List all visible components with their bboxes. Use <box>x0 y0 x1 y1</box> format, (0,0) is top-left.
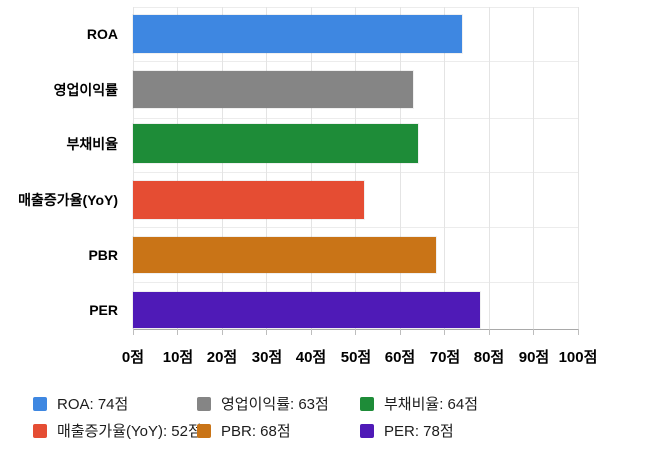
legend-item-1: 영업이익률: 63점 <box>197 393 329 414</box>
gridline-vertical-5 <box>355 7 356 329</box>
x-axis-line <box>133 329 579 330</box>
gridline-vertical-9 <box>533 7 534 329</box>
gridline-vertical-0 <box>132 7 134 329</box>
legend-label: 부채비율: 64점 <box>384 396 479 413</box>
bar-ROA <box>133 15 462 53</box>
legend-label: 영업이익률: 63점 <box>221 396 329 413</box>
category-label-PBR: PBR <box>88 247 118 263</box>
category-label-PER: PER <box>89 302 118 318</box>
x-axis-tick-8 <box>488 329 490 335</box>
x-tick-label-8: 80점 <box>473 349 505 366</box>
category-label-매출증가율(YoY): 매출증가율(YoY) <box>18 192 118 208</box>
x-tick-label-9: 90점 <box>518 349 550 366</box>
legend-swatch-icon <box>360 396 374 411</box>
gridline-vertical-2 <box>221 7 223 329</box>
x-axis-tick-2 <box>221 329 223 335</box>
legend-label: ROA: 74점 <box>57 396 129 413</box>
legend-item-3: 매출증가율(YoY): 52점 <box>33 420 202 441</box>
x-tick-label-1: 10점 <box>162 349 194 366</box>
gridline-vertical-7 <box>444 7 445 329</box>
bar-부채비율 <box>133 124 418 163</box>
legend-label: PBR: 68점 <box>221 423 291 440</box>
x-tick-label-7: 70점 <box>429 349 461 366</box>
x-tick-label-10: 100점 <box>558 349 598 366</box>
gridline-vertical-1 <box>177 7 178 329</box>
gridline-vertical-4 <box>310 7 312 329</box>
x-tick-label-0: 0점 <box>121 349 145 366</box>
x-axis-tick-0 <box>132 329 134 335</box>
x-tick-label-5: 50점 <box>340 349 372 366</box>
legend-item-2: 부채비율: 64점 <box>360 393 478 414</box>
x-axis-tick-9 <box>533 329 534 335</box>
x-axis-tick-4 <box>310 329 312 335</box>
legend-swatch-icon <box>33 423 47 438</box>
legend-label: 매출증가율(YoY): 52점 <box>57 423 202 440</box>
x-tick-label-4: 40점 <box>295 349 327 366</box>
category-label-ROA: ROA <box>86 26 118 42</box>
x-axis-tick-3 <box>266 329 267 335</box>
legend-item-0: ROA: 74점 <box>33 393 128 414</box>
gridline-vertical-10 <box>577 7 579 329</box>
legend-swatch-icon <box>360 423 374 438</box>
legend-label: PER: 78점 <box>384 423 454 440</box>
category-label-영업이익률: 영업이익률 <box>53 81 118 98</box>
x-axis-tick-10 <box>577 329 579 335</box>
x-axis-tick-6 <box>399 329 401 335</box>
x-axis-tick-1 <box>177 329 178 335</box>
bar-PBR <box>133 237 436 273</box>
x-tick-label-6: 60점 <box>384 349 416 366</box>
x-tick-label-3: 30점 <box>251 349 283 366</box>
bar-영업이익률 <box>133 71 413 108</box>
x-axis-tick-5 <box>355 329 356 335</box>
legend-swatch-icon <box>197 396 211 411</box>
legend-item-5: PER: 78점 <box>360 420 454 441</box>
category-label-부채비율: 부채비율 <box>66 135 118 152</box>
gridline-vertical-8 <box>488 7 490 329</box>
bar-매출증가율(YoY) <box>133 181 364 219</box>
x-tick-label-2: 20점 <box>206 349 238 366</box>
bar-PER <box>133 292 480 328</box>
legend-swatch-icon <box>197 423 211 438</box>
x-axis-tick-7 <box>444 329 445 335</box>
gridline-vertical-6 <box>399 7 401 329</box>
legend-swatch-icon <box>33 396 47 411</box>
gridline-vertical-3 <box>266 7 267 329</box>
legend-item-4: PBR: 68점 <box>197 420 291 441</box>
